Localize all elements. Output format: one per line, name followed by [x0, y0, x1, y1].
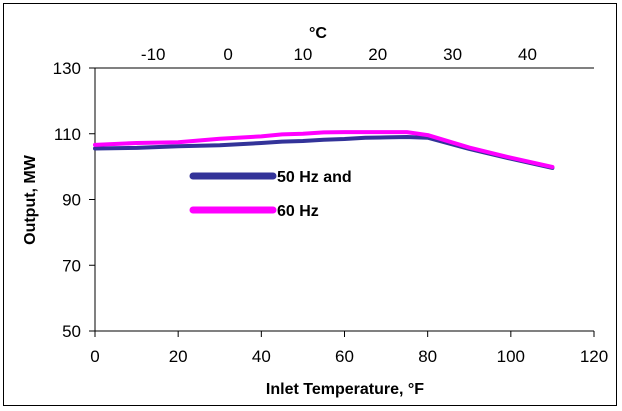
y-tick-label: 70 [62, 256, 81, 275]
secondary-x-tick-label: 0 [223, 45, 232, 64]
legend: 50 Hz and 60 Hz [189, 169, 352, 220]
secondary-x-tick-label: 30 [443, 45, 462, 64]
secondary-x-tick-label: 10 [293, 45, 312, 64]
x-tick-label: 60 [335, 347, 354, 366]
secondary-x-tick-label: 20 [368, 45, 387, 64]
y-axis-title: Output, MW [22, 154, 39, 245]
x-tick-label: 40 [252, 347, 271, 366]
x-tick-label: 120 [580, 347, 608, 366]
x-axis-title: Inlet Temperature, °F [266, 381, 424, 398]
x-tick-label: 100 [497, 347, 525, 366]
legend-label-1: 60 Hz [277, 203, 319, 220]
secondary-x-tick-label: -10 [141, 45, 166, 64]
series-line-1 [93, 130, 555, 169]
secondary-x-axis-title: °C [309, 25, 327, 42]
secondary-x-tick-label: 40 [518, 45, 537, 64]
legend-label-0: 50 Hz and [277, 169, 352, 186]
y-tick-label: 130 [53, 59, 81, 78]
y-ticks: 50 70 90 110 130 [53, 59, 95, 341]
y-tick-label: 90 [62, 191, 81, 210]
series-lines [93, 130, 555, 170]
x-tick-label: 80 [418, 347, 437, 366]
x-tick-label: 20 [169, 347, 188, 366]
x-tick-label: 0 [90, 347, 99, 366]
x-ticks: 0 20 40 60 80 100 120 [90, 331, 608, 366]
secondary-x-ticks: -10 0 10 20 30 40 [141, 45, 537, 64]
axes [94, 67, 594, 332]
chart-frame [3, 3, 617, 406]
y-tick-label: 50 [62, 322, 81, 341]
y-tick-label: 110 [54, 125, 81, 144]
